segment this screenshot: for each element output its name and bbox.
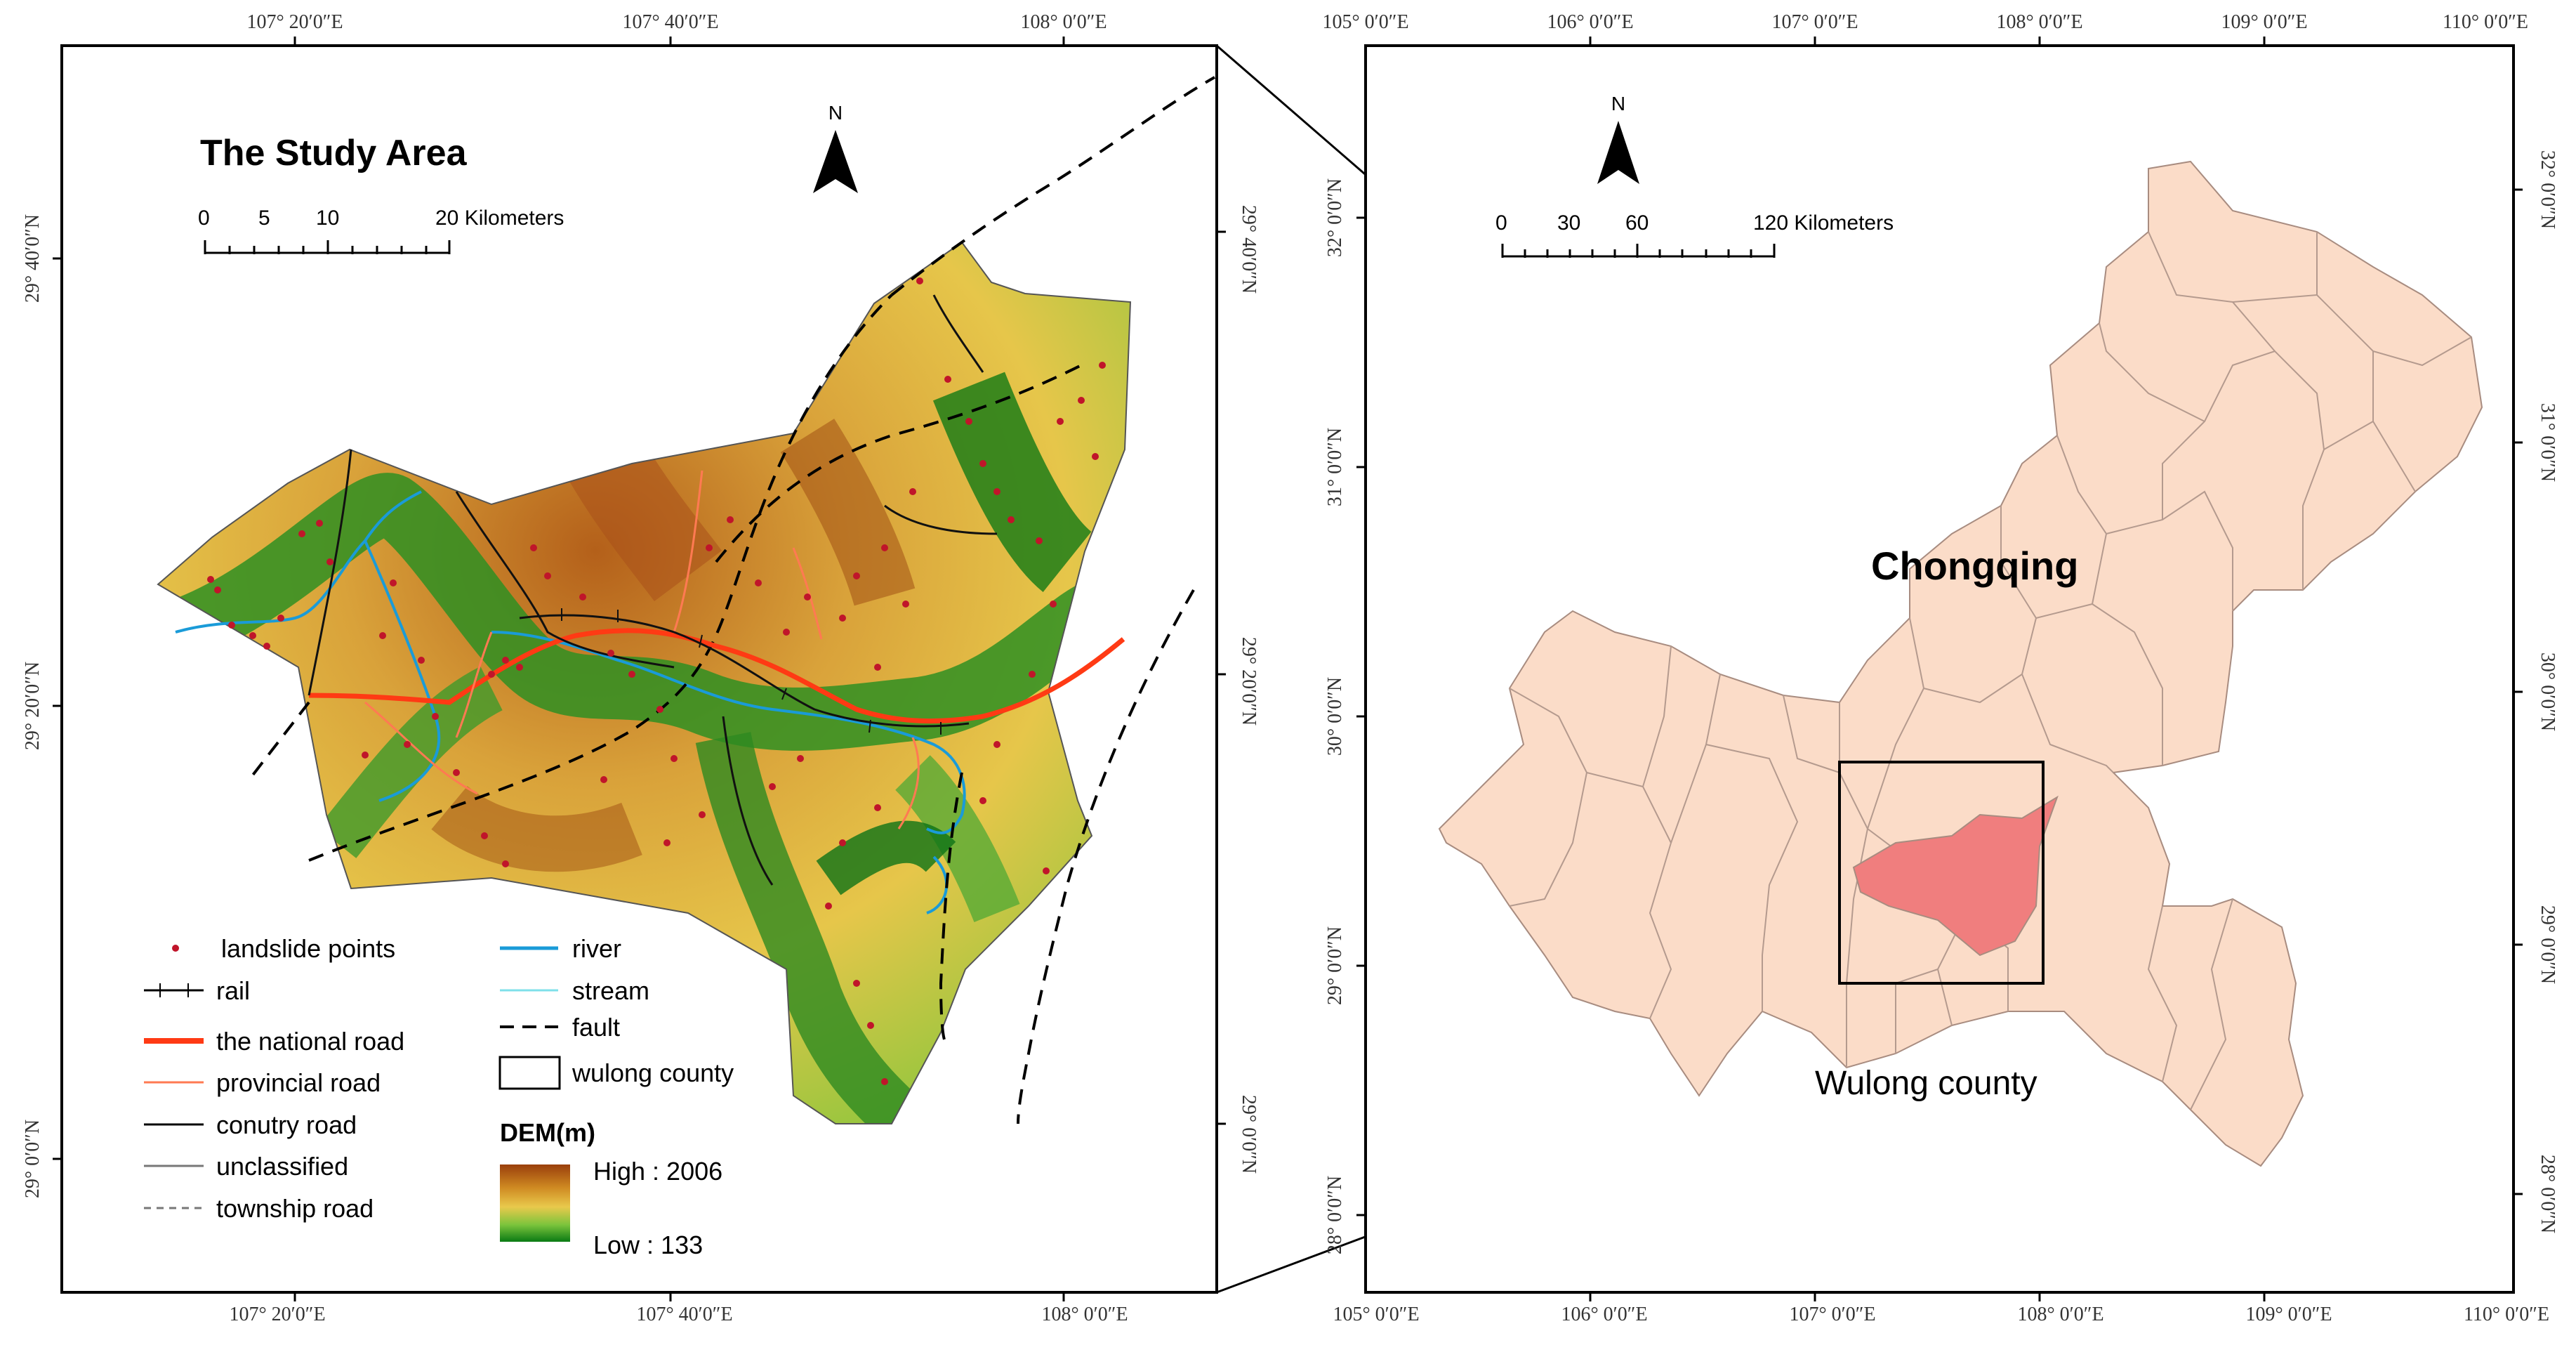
study-right-ticks: 29° 40′0″N 29° 20′0″N 29° 0′0″N — [1238, 205, 1260, 1174]
overview-top-tick-3: 107° 0′0″E — [1771, 11, 1858, 33]
overview-north-arrow: N — [1597, 93, 1639, 184]
overview-bottom-ticks: 105° 0′0″E 106° 0′0″E 107° 0′0″E 108° 0′… — [1333, 1304, 2549, 1325]
chongqing-region — [1438, 160, 2483, 1167]
overview-right-tick-2: 31° 0′0″N — [2537, 403, 2558, 482]
study-area-inset-box — [1838, 761, 2045, 985]
dem-valleys — [158, 372, 1127, 1124]
overview-bottom-tick-1: 105° 0′0″E — [1333, 1304, 1419, 1325]
chongqing-map — [1438, 160, 2483, 1167]
north-arrow-icon — [813, 130, 858, 193]
legend-unclassified: unclassified — [216, 1152, 348, 1181]
legend-wulong: wulong county — [572, 1058, 734, 1087]
study-area-panel: 107° 20′0″E 107° 40′0″E 108° 0′0″E 107° … — [22, 11, 1260, 1325]
overview-scale-30: 30 — [1557, 211, 1580, 235]
legend-dem-high: High : 2006 — [593, 1157, 722, 1186]
study-left-ticks: 29° 40′0″N 29° 20′0″N 29° 0′0″N — [22, 214, 44, 1198]
study-north-arrow: N — [813, 102, 858, 193]
overview-top-tick-1: 105° 0′0″E — [1322, 11, 1408, 33]
study-provincial-roads — [364, 470, 920, 829]
chongqing-label: Chongqing — [1871, 544, 2078, 588]
study-bottom-tick-3: 108° 0′0″E — [1041, 1304, 1128, 1325]
overview-panel: 105° 0′0″E 106° 0′0″E 107° 0′0″E 108° 0′… — [1322, 11, 2558, 1325]
legend-provincial-road: provincial road — [216, 1068, 381, 1097]
overview-top-tick-5: 109° 0′0″E — [2221, 11, 2307, 33]
overview-scale-120: 120 Kilometers — [1753, 211, 1894, 235]
study-national-road — [308, 628, 1125, 724]
study-bottom-ticks: 107° 20′0″E 107° 40′0″E 108° 0′0″E — [229, 1304, 1128, 1325]
overview-bottom-tick-5: 109° 0′0″E — [2245, 1304, 2332, 1325]
study-top-tick-3: 108° 0′0″E — [1020, 11, 1107, 33]
overview-right-tick-5: 28° 0′0″N — [2537, 1155, 2558, 1233]
legend-river: river — [572, 934, 621, 963]
study-right-tick-1: 29° 40′0″N — [1238, 205, 1260, 294]
legend-rail: rail — [216, 976, 250, 1005]
overview-bottom-tick-6: 110° 0′0″E — [2464, 1304, 2549, 1325]
overview-scale-0: 0 — [1495, 211, 1507, 235]
study-rail-ticks — [561, 608, 942, 735]
study-scale-10: 10 — [316, 206, 339, 230]
study-left-tick-1: 29° 40′0″N — [22, 214, 44, 303]
overview-bottom-tick-2: 106° 0′0″E — [1561, 1304, 1647, 1325]
study-side-tick-marks — [53, 230, 1226, 1160]
legend-national-road: the national road — [216, 1027, 404, 1056]
overview-north-label: N — [1611, 93, 1625, 114]
overview-left-tick-2: 31° 0′0″N — [1324, 428, 1346, 506]
north-arrow-icon — [1597, 121, 1639, 184]
study-right-tick-3: 29° 0′0″N — [1238, 1095, 1260, 1174]
overview-top-tick-2: 106° 0′0″E — [1547, 11, 1633, 33]
legend-dem-title: DEM(m) — [500, 1118, 595, 1147]
study-area-title: The Study Area — [200, 133, 468, 173]
legend-dem-low: Low : 133 — [593, 1231, 703, 1259]
study-scale-0: 0 — [198, 206, 210, 230]
overview-tick-marks — [1356, 37, 2523, 1301]
study-bottom-tick-1: 107° 20′0″E — [229, 1304, 325, 1325]
study-scale-5: 5 — [258, 206, 270, 230]
overview-left-tick-4: 29° 0′0″N — [1324, 926, 1346, 1005]
overview-bottom-tick-3: 107° 0′0″E — [1789, 1304, 1875, 1325]
study-landslide-points — [207, 277, 1106, 1085]
study-rivers — [175, 490, 966, 914]
wulong-county-shape — [1852, 795, 2059, 957]
overview-right-tick-3: 30° 0′0″N — [2537, 652, 2558, 731]
legend-landslide: landslide points — [221, 934, 395, 963]
overview-left-ticks: 32° 0′0″N 31° 0′0″N 30° 0′0″N 29° 0′0″N … — [1324, 178, 1346, 1254]
study-top-tick-1: 107° 20′0″E — [246, 11, 343, 33]
study-left-tick-3: 29° 0′0″N — [22, 1120, 44, 1198]
study-faults — [248, 76, 1215, 1124]
study-country-roads — [308, 294, 998, 886]
study-bottom-tick-2: 107° 40′0″E — [636, 1304, 732, 1325]
overview-left-tick-1: 32° 0′0″N — [1324, 178, 1346, 257]
overview-bottom-tick-4: 108° 0′0″E — [2017, 1304, 2103, 1325]
study-rail — [519, 614, 970, 728]
study-right-tick-2: 29° 20′0″N — [1238, 637, 1260, 726]
overview-right-ticks: 32° 0′0″N 31° 0′0″N 30° 0′0″N 29° 0′0″N … — [2537, 150, 2558, 1233]
overview-top-tick-6: 110° 0′0″E — [2443, 11, 2528, 33]
legend-stream: stream — [572, 976, 649, 1005]
legend-landslide-symbol — [172, 945, 179, 952]
wulong-county-label: Wulong county — [1815, 1065, 2037, 1102]
study-left-tick-2: 29° 20′0″N — [22, 662, 44, 750]
overview-scale-bar: 0 30 60 120 Kilometers — [1495, 211, 1894, 258]
overview-top-ticks: 105° 0′0″E 106° 0′0″E 107° 0′0″E 108° 0′… — [1322, 11, 2528, 33]
study-scale-20: 20 Kilometers — [435, 206, 564, 230]
overview-scale-60: 60 — [1625, 211, 1649, 235]
study-scale-bar: 0 5 10 20 Kilometers — [198, 206, 564, 254]
legend-wulong-symbol — [498, 1056, 561, 1090]
legend-township-road: township road — [216, 1194, 374, 1223]
overview-top-tick-4: 108° 0′0″E — [1996, 11, 2082, 33]
overview-right-tick-1: 32° 0′0″N — [2537, 150, 2558, 229]
study-area-dem — [157, 242, 1131, 1124]
overview-left-tick-5: 28° 0′0″N — [1324, 1176, 1346, 1254]
legend-country-road: conutry road — [216, 1110, 357, 1139]
study-top-tick-2: 107° 40′0″E — [622, 11, 718, 33]
study-top-tick-marks — [293, 37, 1065, 1301]
study-north-label: N — [828, 102, 843, 124]
overview-left-tick-3: 30° 0′0″N — [1324, 677, 1346, 756]
legend-fault: fault — [572, 1013, 620, 1042]
study-legend: landslide points rail the national road … — [144, 934, 734, 1259]
study-top-ticks: 107° 20′0″E 107° 40′0″E 108° 0′0″E — [246, 11, 1107, 33]
legend-dem-ramp — [500, 1164, 570, 1242]
overview-right-tick-4: 29° 0′0″N — [2537, 905, 2558, 984]
